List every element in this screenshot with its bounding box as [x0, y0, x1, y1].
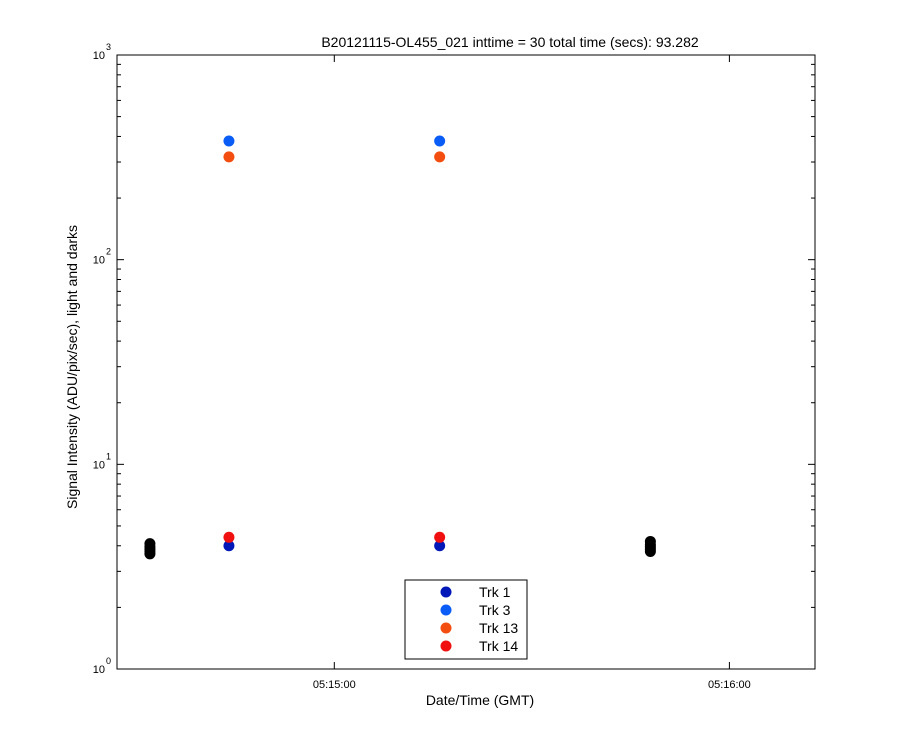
legend-label: Trk 1	[479, 584, 511, 600]
point-trk-3	[223, 135, 235, 147]
x-tick-label: 05:15:00	[313, 679, 356, 691]
legend-marker	[440, 622, 452, 634]
point-trk-13	[434, 151, 446, 163]
y-tick-exponent: 3	[106, 42, 111, 52]
axis-ticks	[117, 55, 815, 669]
legend-label: Trk 14	[479, 638, 518, 654]
y-tick-exponent: 1	[106, 451, 111, 461]
legend: Trk 1 Trk 3 Trk 13 Trk 14	[404, 579, 528, 660]
y-tick-label: 10	[93, 459, 105, 471]
x-tick-label: 05:16:00	[708, 679, 751, 691]
y-tick-label: 10	[93, 664, 105, 676]
x-tick-labels: 05:15:00 05:16:00	[313, 679, 751, 691]
y-tick-exponent: 0	[106, 656, 111, 666]
y-axis-label: Signal Intensity (ADU/pix/sec), light an…	[64, 225, 80, 509]
dark-point	[644, 546, 656, 558]
y-tick-label: 10	[93, 50, 105, 62]
point-trk-13	[223, 151, 235, 163]
chart-title: B20121115-OL455_021 inttime = 30 total t…	[321, 34, 699, 50]
legend-label: Trk 3	[479, 602, 511, 618]
data-points	[144, 135, 656, 560]
point-trk-3	[434, 135, 446, 147]
point-trk-1	[434, 540, 446, 552]
legend-marker	[440, 640, 452, 652]
point-trk-14	[223, 531, 235, 543]
legend-box	[404, 579, 528, 660]
dark-point	[144, 548, 156, 560]
point-trk-1	[223, 540, 235, 552]
legend-marker	[440, 604, 452, 616]
x-axis-label: Date/Time (GMT)	[426, 692, 534, 708]
legend-marker	[440, 586, 452, 598]
legend-label: Trk 13	[479, 620, 518, 636]
plot-frame	[116, 54, 816, 670]
y-tick-label: 10	[93, 255, 105, 267]
point-trk-14	[434, 531, 446, 543]
y-tick-exponent: 2	[106, 247, 111, 257]
